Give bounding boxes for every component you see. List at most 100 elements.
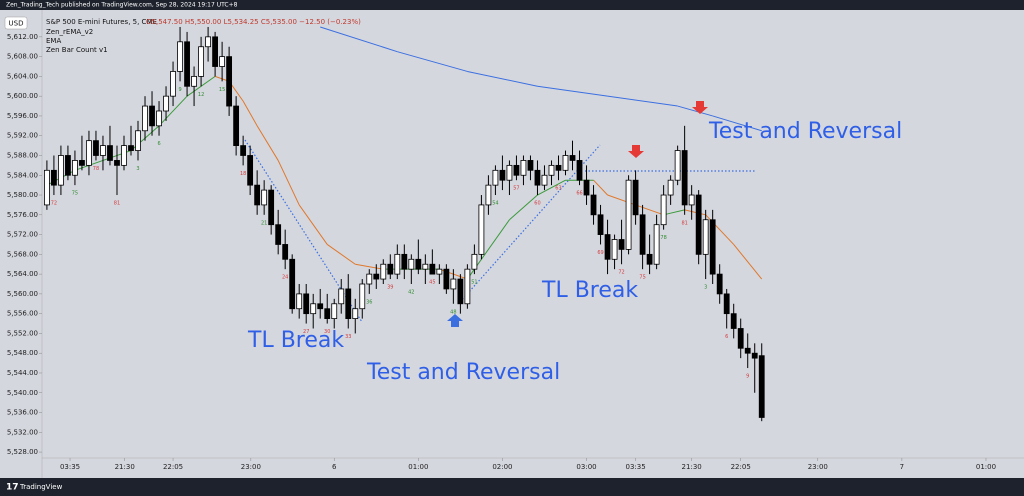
bar-count: 9 [746, 374, 749, 380]
candle-body [744, 347, 751, 354]
candle-body [324, 308, 331, 320]
candle-body [114, 160, 120, 166]
bar-count: 36 [366, 299, 372, 305]
candle-body [555, 164, 562, 171]
candle-body [296, 293, 303, 310]
y-tick-label: 5,536.00 [7, 409, 38, 417]
candle-body [128, 145, 134, 151]
y-tick-label: 5,564.00 [7, 270, 38, 278]
trendline [244, 139, 363, 323]
candle-body [618, 239, 625, 250]
ema-line [320, 26, 398, 53]
y-tick-label: 5,596.00 [7, 112, 38, 120]
y-tick-label: 5,612.00 [7, 33, 38, 41]
candle-body [716, 273, 723, 295]
candle-body [247, 155, 254, 186]
candle-body [436, 268, 443, 275]
bar-count: 66 [576, 191, 582, 197]
ema-line [607, 95, 678, 107]
x-tick-label: 23:00 [241, 463, 261, 471]
candle-body [548, 164, 555, 176]
bar-count: 24 [282, 275, 288, 281]
y-tick-label: 5,600.00 [7, 92, 38, 100]
indicator: EMA [46, 37, 61, 45]
ema-line [635, 204, 664, 216]
bar-count: 30 [324, 329, 330, 335]
ema-line [712, 115, 762, 132]
candle-body [149, 105, 155, 127]
y-tick-label: 5,528.00 [7, 448, 38, 456]
candle-body [646, 253, 653, 265]
bar-count: 6 [725, 334, 728, 340]
candle-body [51, 169, 57, 186]
ema-line [663, 209, 685, 216]
candle-body [373, 273, 380, 280]
candle-body [226, 56, 233, 107]
candle-body [366, 273, 373, 285]
candle-body [191, 75, 197, 87]
bar-count: 21 [261, 220, 267, 226]
x-tick-label: 6 [332, 463, 337, 471]
arrow-down [692, 101, 708, 114]
candle-body [72, 160, 78, 176]
candle-body [667, 179, 674, 196]
brand-logo: 17 [6, 483, 19, 493]
candle-body [317, 303, 324, 310]
ema-line [537, 179, 566, 196]
candle-body [639, 214, 646, 255]
candle-body [443, 268, 450, 290]
y-tick-label: 5,592.00 [7, 132, 38, 140]
bottom-bar [0, 478, 1024, 496]
candle-body [254, 184, 261, 206]
ema-line [537, 85, 608, 97]
y-tick-label: 5,544.00 [7, 369, 38, 377]
bar-count: 33 [345, 334, 351, 340]
candle-body [345, 288, 352, 320]
bar-count: 3 [704, 285, 707, 291]
candle-body [625, 179, 632, 250]
candle-body [492, 169, 499, 186]
ema-line [355, 263, 384, 270]
candle-body [611, 239, 618, 260]
candle-body [723, 293, 730, 315]
y-tick-label: 5,584.00 [7, 171, 38, 179]
x-tick-label: 22:05 [163, 463, 183, 471]
y-tick-label: 5,560.00 [7, 290, 38, 298]
x-tick-label: 7 [900, 463, 904, 471]
candle-body [541, 174, 548, 186]
bar-count: 9 [178, 87, 181, 93]
candle-body [93, 140, 99, 156]
x-tick-label: 03:35 [625, 463, 645, 471]
ema-line [397, 51, 468, 72]
arrow-down [628, 145, 644, 158]
candle-body [338, 288, 345, 305]
candle-body [184, 41, 190, 87]
candle-body [751, 352, 758, 359]
bar-count: 72 [618, 270, 624, 276]
candle-body [604, 234, 611, 260]
bar-count: 81 [681, 220, 687, 226]
ema-line [326, 244, 356, 265]
candle-body [674, 150, 681, 181]
candle-body [198, 46, 204, 77]
candle-body [527, 160, 534, 171]
ohlc: O5,547.50 H5,550.00 L5,534.25 C5,535.00 … [146, 18, 361, 26]
y-tick-label: 5,568.00 [7, 250, 38, 258]
candle-body [464, 268, 471, 305]
x-tick-label: 23:00 [808, 463, 828, 471]
x-tick-label: 03:35 [60, 463, 80, 471]
bar-count: 57 [513, 186, 519, 192]
bar-count: 42 [408, 290, 414, 296]
candle-body [310, 303, 317, 315]
bar-count: 15 [219, 87, 225, 93]
y-tick-label: 5,572.00 [7, 231, 38, 239]
bar-count: 54 [492, 201, 498, 207]
candle-body [121, 145, 127, 166]
bar-count: 18 [240, 171, 246, 177]
candle-body [282, 244, 289, 260]
candle-body [408, 258, 415, 270]
x-tick-label: 21:30 [682, 463, 702, 471]
candle-body [387, 263, 394, 275]
x-tick-label: 03:00 [576, 463, 596, 471]
